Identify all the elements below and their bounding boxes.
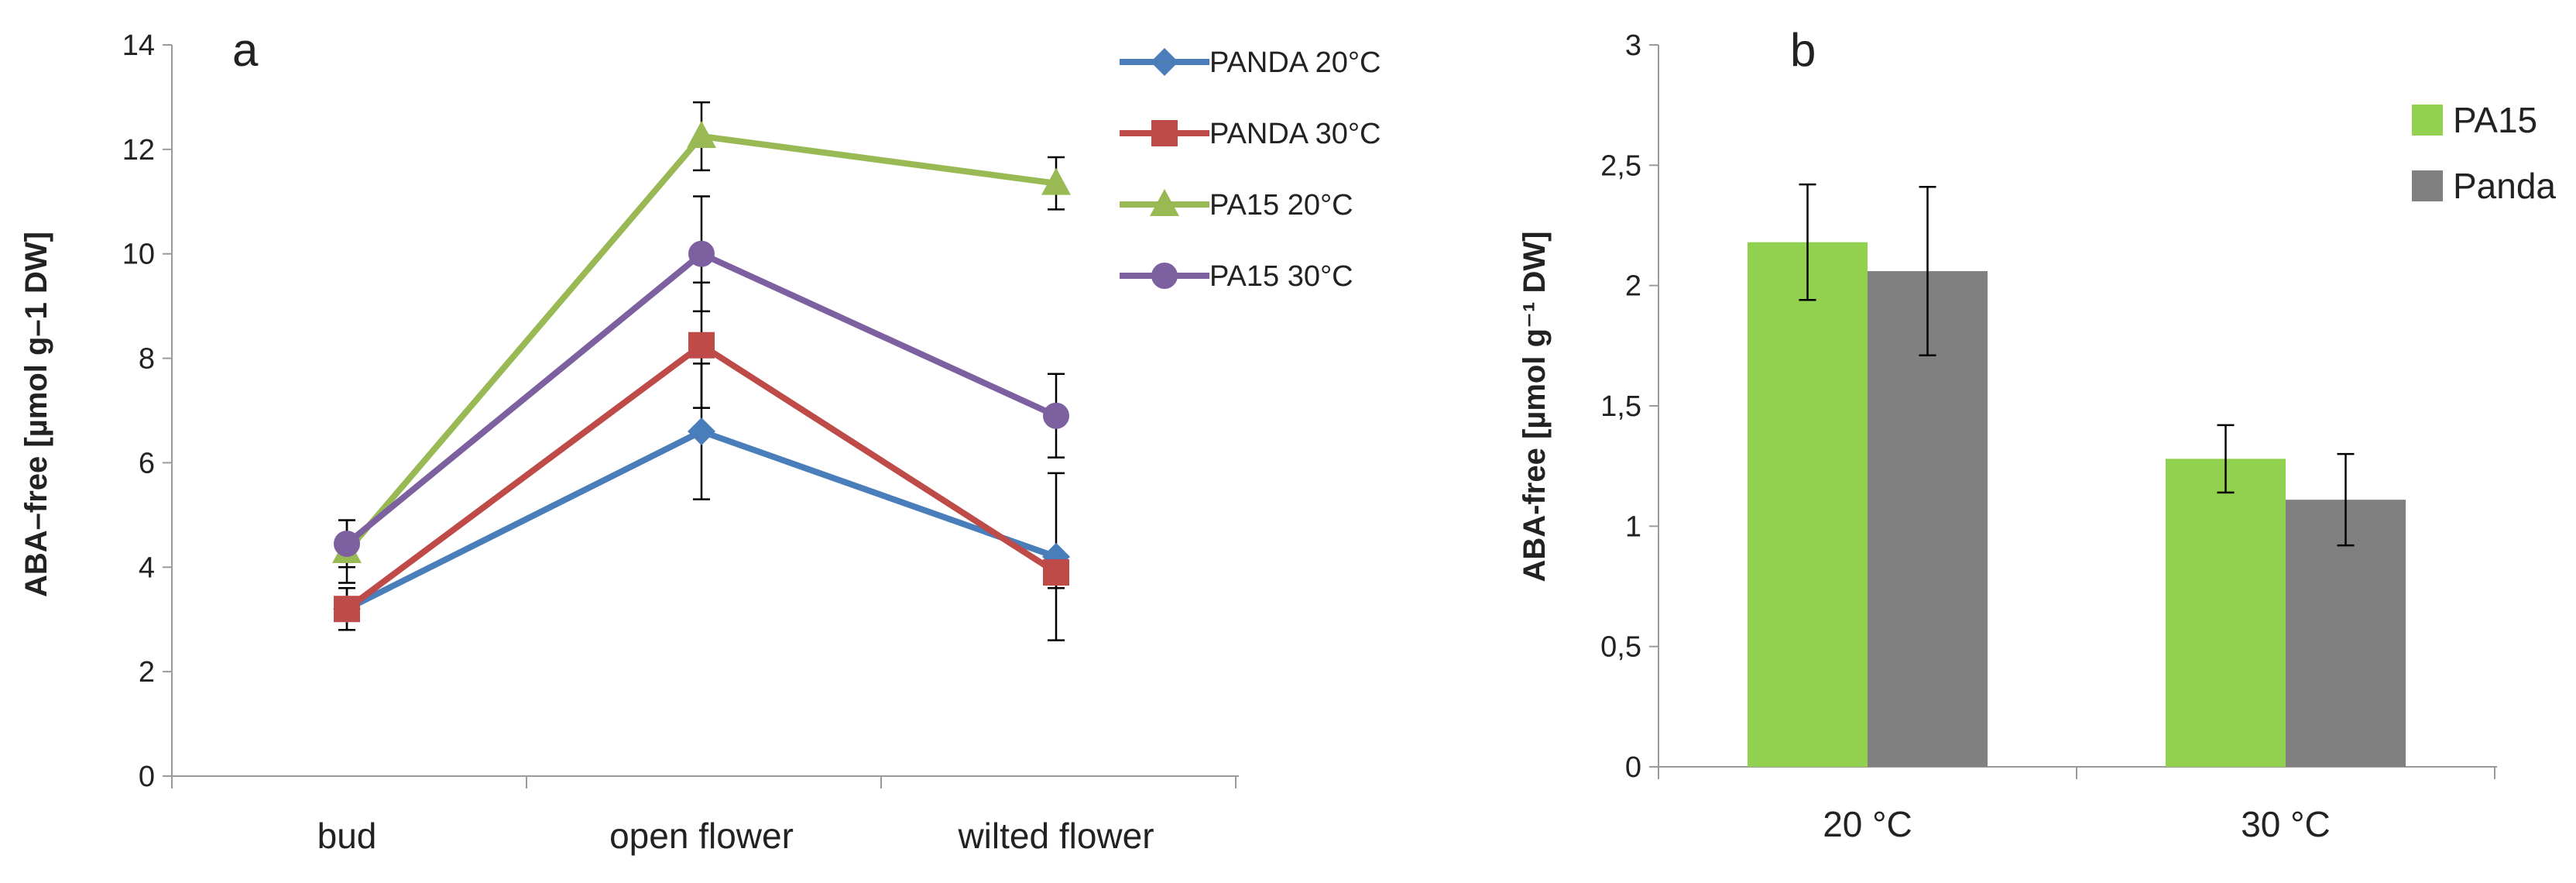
legend-label: PA15 20°C (1209, 189, 1353, 222)
data-point-circle (1043, 402, 1069, 429)
panel-a-x-tick-label: open flower (609, 816, 794, 856)
data-point-diamond (1151, 48, 1178, 76)
legend-swatch (2412, 170, 2443, 201)
legend-label: PANDA 20°C (1209, 46, 1381, 79)
panel-a-y-tick-label: 6 (139, 447, 155, 479)
legend-label: Panda (2453, 166, 2556, 206)
legend-label: PA15 (2453, 100, 2537, 140)
panel-a-markers (332, 121, 1071, 624)
panel-a-y-tick-label: 0 (139, 761, 155, 793)
panel-b-y-tick-label: 3 (1625, 29, 1641, 62)
panel-b-bars (1748, 242, 2406, 767)
bar (2166, 459, 2286, 767)
panel-b-x-tick-label: 20 °C (1823, 804, 1912, 844)
legend-label: PANDA 30°C (1209, 118, 1381, 150)
panel-b-x-tick-label: 30 °C (2241, 804, 2331, 844)
panel-b-error-bars (1799, 183, 2355, 547)
panel-a-y-tick-label: 10 (122, 239, 155, 271)
panel-b-y-tick-label: 1,5 (1600, 390, 1641, 423)
data-point-triangle (1041, 167, 1071, 195)
panel-b-y-tick-label: 2 (1625, 270, 1641, 303)
panel-a-x-tick-label: bud (317, 816, 377, 856)
data-point-circle (1151, 263, 1178, 289)
panel-a-axes: 0 2 4 6 8 10 12 14 bud open flower wilted flower (122, 29, 1239, 856)
panel-a-x-tick-label: wilted flower (957, 816, 1154, 856)
chart-panel-a: a ABA–free [µmol g–1 DW] 0 2 4 6 8 10 12 14 bud o… (19, 24, 1381, 856)
data-point-circle (334, 530, 360, 557)
chart-panel-b: b ABA-free [µmol g⁻¹ DW] 0 0,5 1 1,5 2 2,5 3 20… (1518, 24, 2556, 844)
data-point-triangle (687, 121, 716, 148)
panel-b-y-axis-label: ABA-free [µmol g⁻¹ DW] (1518, 231, 1552, 582)
panel-b-y-tick-label: 1 (1625, 510, 1641, 543)
panel-b-y-tick-label: 0,5 (1600, 631, 1641, 664)
data-point-triangle (1150, 189, 1179, 216)
panel-a-label: a (232, 24, 259, 76)
panel-a-legend: PANDA 20°C PANDA 30°C PA15 20°C PA15 30°C (1120, 46, 1381, 293)
panel-a-y-tick-label: 2 (139, 656, 155, 689)
panel-a-y-tick-label: 12 (122, 134, 155, 167)
panel-a-y-tick-label: 8 (139, 343, 155, 376)
legend-swatch (2412, 105, 2443, 136)
data-point-circle (688, 240, 715, 267)
legend-label: PA15 30°C (1209, 260, 1353, 293)
bar (1748, 242, 1868, 767)
panel-a-y-axis-label: ABA–free [µmol g–1 DW] (19, 232, 53, 597)
data-point-square (1151, 120, 1178, 146)
panel-b-label: b (1790, 24, 1816, 76)
panel-b-legend: PA15 Panda (2412, 100, 2556, 206)
panel-b-y-tick-label: 2,5 (1600, 149, 1641, 182)
data-point-diamond (688, 417, 715, 445)
data-point-square (1043, 559, 1069, 586)
data-point-square (688, 332, 715, 359)
panel-a-y-tick-label: 4 (139, 551, 155, 584)
panel-a-y-tick-label: 14 (122, 29, 155, 62)
data-point-square (334, 596, 360, 623)
panel-b-y-tick-label: 0 (1625, 751, 1641, 784)
